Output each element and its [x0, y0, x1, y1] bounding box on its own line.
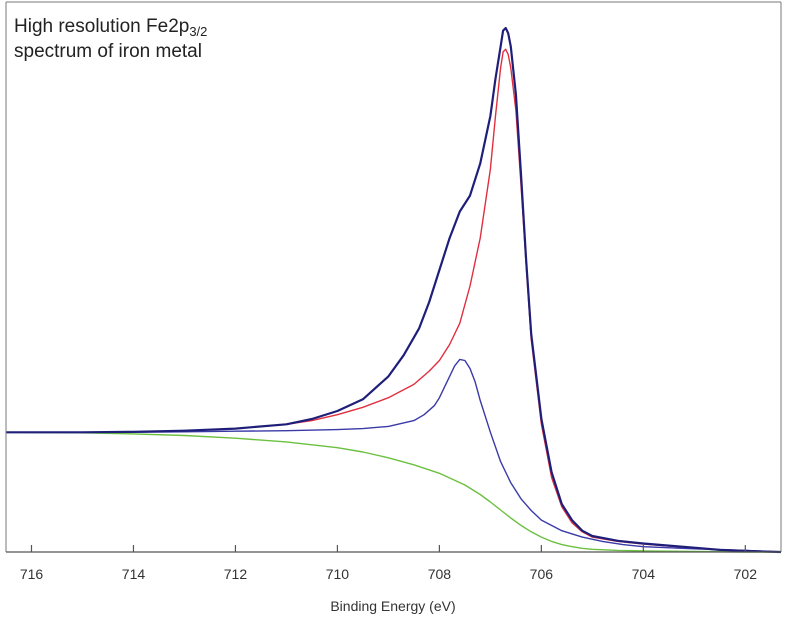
x-tick-label: 712 — [224, 566, 248, 582]
title-subscript: 3/2 — [189, 24, 208, 39]
plot-frame — [5, 1, 782, 553]
title-line-1: High resolution Fe2p3/2 — [14, 14, 207, 39]
x-tick-label: 714 — [122, 566, 146, 582]
x-axis-label: Binding Energy (eV) — [330, 598, 455, 614]
series-lines — [5, 26, 782, 554]
series-line-satellite-component — [6, 358, 782, 553]
series-line-background — [5, 431, 781, 553]
series-line-envelope — [6, 26, 782, 554]
x-tick-label: 708 — [428, 566, 452, 582]
x-tick-label: 716 — [20, 566, 44, 582]
title-text: High resolution Fe2p — [14, 16, 190, 37]
x-tick-label: 702 — [734, 566, 758, 582]
x-ticks: 716 714 712 710 708 706 704 702 — [20, 545, 757, 582]
x-tick-label: 706 — [530, 566, 554, 582]
x-tick-label: 704 — [632, 566, 656, 582]
title-line-2: spectrum of iron metal — [14, 41, 202, 62]
x-tick-label: 710 — [326, 566, 350, 582]
chart-title: High resolution Fe2p3/2 spectrum of iron… — [14, 14, 207, 64]
